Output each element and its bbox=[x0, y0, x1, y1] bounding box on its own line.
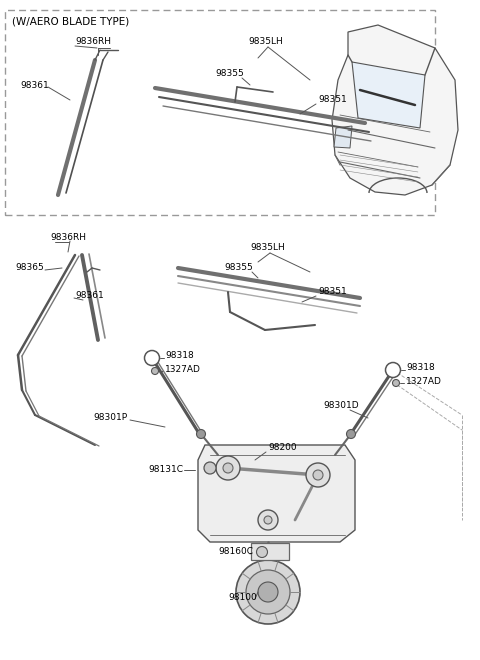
Text: 98355: 98355 bbox=[215, 69, 244, 79]
Text: 98131C: 98131C bbox=[148, 465, 183, 475]
Polygon shape bbox=[332, 25, 458, 195]
Polygon shape bbox=[334, 126, 352, 148]
Circle shape bbox=[223, 463, 233, 473]
Circle shape bbox=[216, 456, 240, 480]
Circle shape bbox=[385, 362, 400, 378]
Text: 98200: 98200 bbox=[268, 444, 297, 453]
Text: 9836RH: 9836RH bbox=[75, 38, 111, 46]
Text: 98160C: 98160C bbox=[218, 548, 253, 556]
Text: 98301P: 98301P bbox=[93, 414, 127, 422]
Circle shape bbox=[313, 470, 323, 480]
Text: 1327AD: 1327AD bbox=[406, 376, 442, 385]
Text: 98355: 98355 bbox=[224, 263, 253, 273]
Text: 98318: 98318 bbox=[406, 364, 435, 372]
FancyBboxPatch shape bbox=[251, 543, 288, 560]
Text: 98365: 98365 bbox=[15, 263, 44, 273]
Text: 98301D: 98301D bbox=[323, 401, 359, 409]
Circle shape bbox=[264, 516, 272, 524]
Text: 98351: 98351 bbox=[318, 96, 347, 104]
Text: 98361: 98361 bbox=[20, 81, 49, 90]
Text: 9836RH: 9836RH bbox=[50, 232, 86, 242]
Circle shape bbox=[306, 463, 330, 487]
Circle shape bbox=[256, 546, 267, 558]
Circle shape bbox=[236, 560, 300, 624]
Circle shape bbox=[393, 379, 399, 387]
Circle shape bbox=[258, 510, 278, 530]
Circle shape bbox=[144, 350, 159, 366]
Text: 98361: 98361 bbox=[75, 290, 104, 300]
Circle shape bbox=[246, 570, 290, 614]
Text: (W/AERO BLADE TYPE): (W/AERO BLADE TYPE) bbox=[12, 17, 129, 27]
Text: 98351: 98351 bbox=[318, 288, 347, 296]
Text: 1327AD: 1327AD bbox=[165, 366, 201, 374]
Circle shape bbox=[196, 430, 205, 438]
Polygon shape bbox=[352, 62, 425, 128]
Text: 9835LH: 9835LH bbox=[248, 38, 283, 46]
Circle shape bbox=[152, 368, 158, 374]
FancyBboxPatch shape bbox=[5, 10, 435, 215]
Text: 98318: 98318 bbox=[165, 352, 194, 360]
Polygon shape bbox=[198, 445, 355, 542]
Circle shape bbox=[347, 430, 356, 438]
Text: 9835LH: 9835LH bbox=[250, 244, 285, 253]
Circle shape bbox=[204, 462, 216, 474]
Text: 98100: 98100 bbox=[228, 593, 257, 601]
Circle shape bbox=[258, 582, 278, 602]
